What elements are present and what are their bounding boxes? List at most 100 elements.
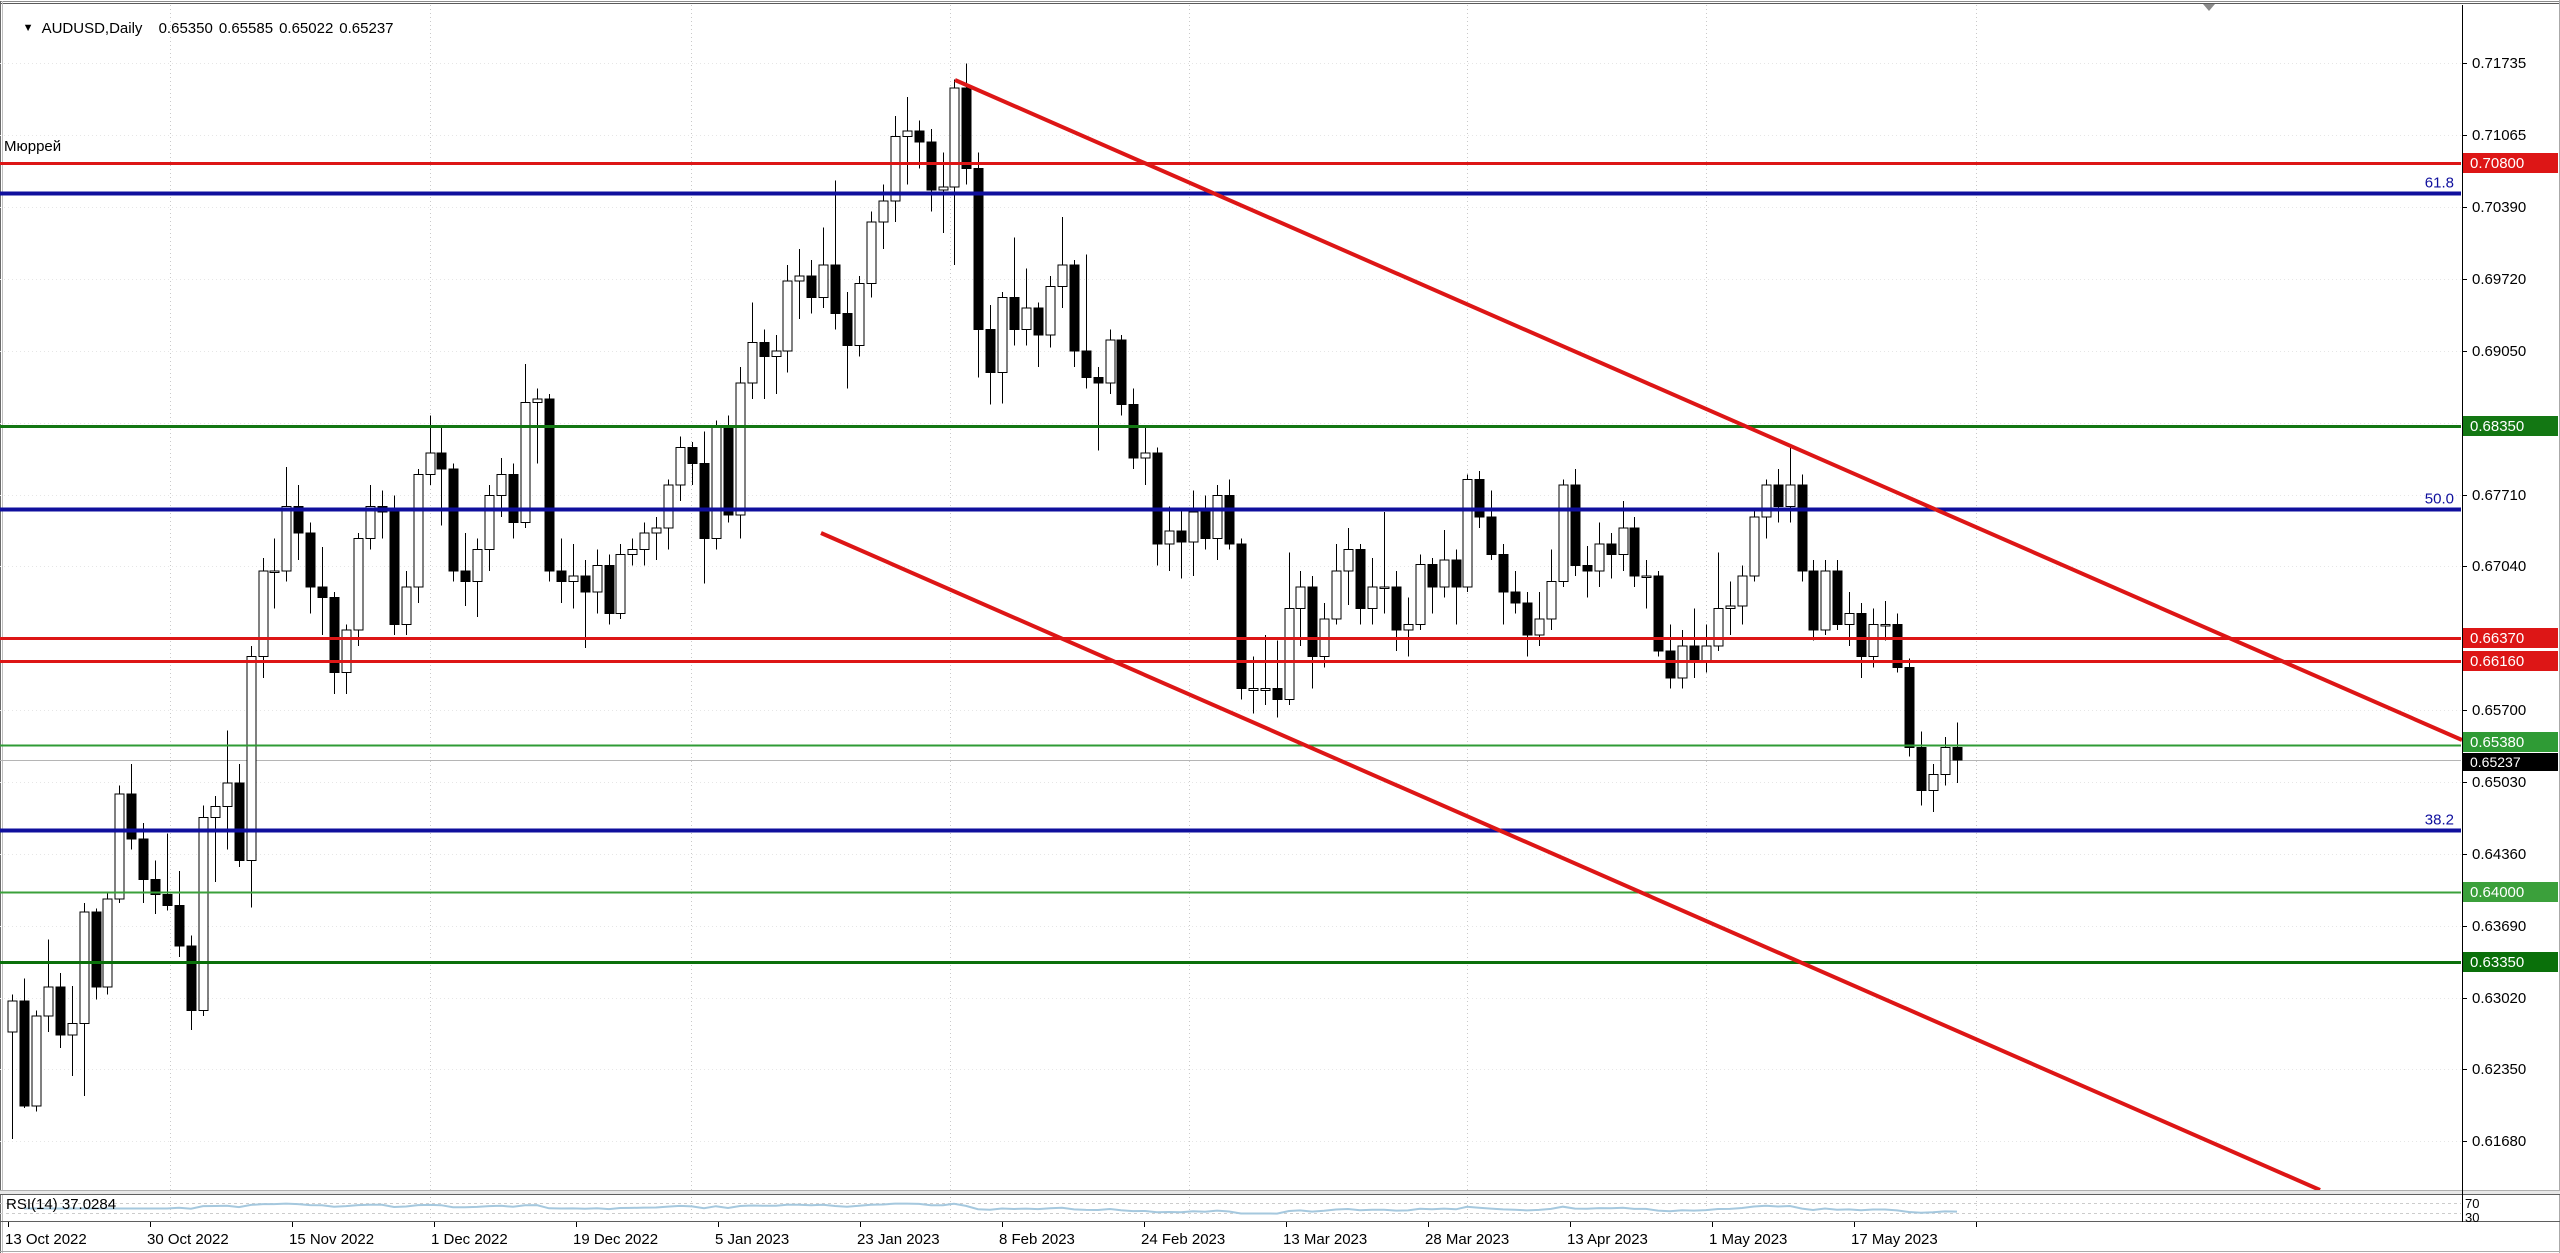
descending-trendline [820,531,2321,1192]
bearish-candle [926,141,937,191]
chart-shift-marker-icon[interactable] [2203,4,2215,11]
high-value: 0.65585 [218,20,274,37]
bullish-candle [401,586,412,625]
bearish-candle [162,894,173,906]
bearish-candle [961,87,972,170]
bearish-candle [1856,613,1867,658]
bearish-candle [19,1000,30,1107]
pane-splitter-bar[interactable] [0,1191,2560,1194]
time-axis-label: 23 Jan 2023 [857,1231,940,1248]
level-price-badge-text: 0.70800 [2470,155,2524,172]
bullish-candle [413,473,424,588]
bullish-candle [1260,688,1271,691]
bullish-candle [1367,586,1378,609]
bearish-candle [1200,511,1211,540]
bearish-candle [1152,452,1163,545]
bearish-candle [138,838,149,881]
bearish-candle [186,945,197,1011]
bearish-candle [234,782,245,861]
bullish-candle [1021,307,1032,330]
bearish-candle [830,264,841,314]
bullish-candle [1820,570,1831,631]
price-axis-label: 0.67040 [2472,558,2526,575]
bearish-candle [1307,586,1318,658]
bearish-candle [985,328,996,373]
rsi-line [24,1202,1958,1215]
fibonacci-level-label: 38.2 [2425,812,2454,829]
bearish-candle [150,879,161,896]
time-axis-label: 13 Apr 2023 [1567,1231,1648,1248]
bullish-candle [782,280,793,352]
price-axis-label: 0.62350 [2472,1061,2526,1078]
rsi-scale-30: 30 [2465,1210,2479,1225]
fibonacci-level-label: 61.8 [2425,175,2454,192]
bullish-candle [1928,774,1939,792]
bearish-candle [448,468,459,572]
low-value: 0.65022 [279,20,334,37]
bearish-candle [1797,484,1808,572]
price-axis-label: 0.67710 [2472,487,2526,504]
price-axis-label: 0.63690 [2472,918,2526,935]
bullish-candle [520,401,531,524]
bullish-candle [1761,484,1772,518]
bullish-candle [484,495,495,550]
bullish-candle [1343,548,1354,572]
bullish-candle [1641,575,1652,579]
bearish-candle [1510,591,1521,604]
time-axis-label: 1 May 2023 [1709,1231,1787,1248]
bullish-candle [568,575,579,582]
bullish-candle [1534,618,1545,636]
time-axis-label: 28 Mar 2023 [1425,1231,1509,1248]
bullish-candle [1188,511,1199,543]
descending-trendline [954,78,2463,742]
bearish-candle [1689,645,1700,663]
bearish-candle [1629,527,1640,577]
bearish-candle [55,986,66,1036]
bearish-candle [1606,543,1617,556]
bullish-candle [258,570,269,658]
bid-price-badge [2463,753,2558,771]
level-price-badge [2463,651,2558,671]
bearish-candle [1355,548,1366,609]
bullish-candle [79,911,90,1024]
bearish-candle [604,564,615,615]
bearish-candle [1952,747,1963,761]
bullish-candle [735,382,746,516]
bullish-candle [938,186,949,191]
bearish-candle [436,452,447,470]
time-axis-label: 24 Feb 2023 [1141,1231,1225,1248]
bullish-candle [794,275,805,282]
bearish-candle [1236,543,1247,690]
price-axis-label: 0.65700 [2472,702,2526,719]
bid-price-badge-text: 0.65237 [2470,754,2521,770]
bullish-candle [818,264,829,298]
bullish-candle [997,296,1008,373]
fibonacci-level-label: 50.0 [2425,491,2454,508]
level-price-badge [2463,628,2558,648]
bearish-candle [1427,563,1438,588]
time-axis-label: 5 Jan 2023 [715,1231,789,1248]
level-price-badge-text: 0.65380 [2470,734,2524,751]
bullish-candle [592,564,603,593]
bearish-candle [1116,339,1127,406]
bullish-candle [425,452,436,475]
bullish-candle [1558,484,1569,582]
bullish-candle [1379,586,1390,589]
level-price-badge-text: 0.64000 [2470,884,2524,901]
bearish-candle [1128,404,1139,459]
bearish-candle [1224,495,1235,545]
bullish-candle [1868,623,1879,658]
bullish-candle [890,135,901,202]
bullish-candle [627,548,638,556]
symbol-dropdown-icon[interactable]: ▼ [22,22,34,34]
price-axis-label: 0.71735 [2472,55,2526,72]
bullish-candle [675,446,686,486]
bullish-candle [1295,586,1306,609]
price-axis-label: 0.69050 [2472,343,2526,360]
bullish-candle [114,793,125,900]
time-axis-label: 1 Dec 2022 [431,1231,508,1248]
bullish-candle [246,656,257,861]
open-value: 0.65350 [158,20,213,37]
